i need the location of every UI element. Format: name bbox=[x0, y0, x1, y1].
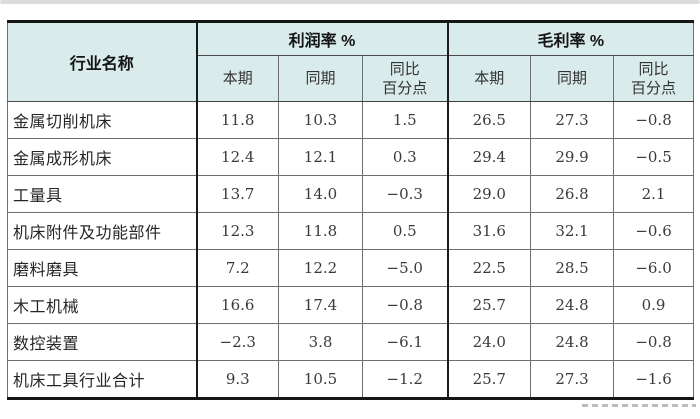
group-header-profit-rate: 利润率 % bbox=[195, 21, 449, 56]
cell-value: 27.3 bbox=[530, 101, 615, 139]
subheader-same-period-profit: 同期 bbox=[278, 55, 363, 102]
table-row: 数控装置 −2.3 3.8 −6.1 24.0 24.8 −0.8 bbox=[7, 323, 695, 361]
cell-value: 7.2 bbox=[196, 249, 279, 287]
cell-value: −0.6 bbox=[613, 212, 695, 250]
row-label: 工量具 bbox=[7, 175, 198, 213]
subheader-current-period-profit: 本期 bbox=[196, 55, 279, 102]
cell-value: 10.5 bbox=[278, 360, 363, 399]
cell-value: 11.8 bbox=[196, 101, 279, 139]
subheader-same-period-gross: 同期 bbox=[530, 55, 615, 102]
cell-value: 14.0 bbox=[278, 175, 363, 213]
cell-value: −0.8 bbox=[613, 101, 695, 139]
cell-value: −0.8 bbox=[361, 286, 449, 324]
row-label: 金属成形机床 bbox=[7, 138, 198, 176]
row-label: 机床附件及功能部件 bbox=[7, 212, 198, 250]
cell-value: 12.3 bbox=[196, 212, 279, 250]
cell-value: 13.7 bbox=[196, 175, 279, 213]
cell-value: 24.0 bbox=[447, 323, 532, 361]
cell-value: 0.3 bbox=[361, 138, 449, 176]
cell-value: −6.1 bbox=[361, 323, 449, 361]
cell-value: 29.4 bbox=[447, 138, 532, 176]
cell-value: 9.3 bbox=[196, 360, 279, 399]
cell-value: −1.6 bbox=[613, 360, 695, 399]
cell-value: −1.2 bbox=[361, 360, 449, 399]
cell-value: −2.3 bbox=[196, 323, 279, 361]
cell-value: 16.6 bbox=[196, 286, 279, 324]
cell-value: 1.5 bbox=[361, 101, 449, 139]
corner-header-industry-name: 行业名称 bbox=[7, 21, 198, 102]
cell-value: 26.8 bbox=[530, 175, 615, 213]
cell-value: −0.8 bbox=[613, 323, 695, 361]
cell-value: 29.9 bbox=[530, 138, 615, 176]
cell-value: −0.3 bbox=[361, 175, 449, 213]
cell-value: 25.7 bbox=[447, 286, 532, 324]
cell-value: −5.0 bbox=[361, 249, 449, 287]
cell-value: −6.0 bbox=[613, 249, 695, 287]
row-label: 数控装置 bbox=[7, 323, 198, 361]
table-row: 磨料磨具 7.2 12.2 −5.0 22.5 28.5 −6.0 bbox=[7, 249, 695, 287]
cell-value: 11.8 bbox=[278, 212, 363, 250]
cell-value: 17.4 bbox=[278, 286, 363, 324]
row-label: 金属切削机床 bbox=[7, 101, 198, 139]
cell-value: 27.3 bbox=[530, 360, 615, 399]
table-row: 工量具 13.7 14.0 −0.3 29.0 26.8 2.1 bbox=[7, 175, 695, 213]
watermark-dashes bbox=[582, 404, 696, 407]
header-row-periods: 本期 同期 同比 百分点 本期 同期 同比 百分点 bbox=[8, 55, 695, 102]
subheader-yoy-points-gross: 同比 百分点 bbox=[613, 55, 695, 102]
cell-value: 31.6 bbox=[447, 212, 532, 250]
subheader-yoy-points-profit: 同比 百分点 bbox=[361, 55, 449, 102]
cell-value: 3.8 bbox=[278, 323, 363, 361]
cell-value: 25.7 bbox=[447, 360, 532, 399]
group-header-gross-margin: 毛利率 % bbox=[447, 21, 695, 56]
cell-value: 12.1 bbox=[278, 138, 363, 176]
cell-value: 22.5 bbox=[447, 249, 532, 287]
cell-value: 29.0 bbox=[447, 175, 532, 213]
cell-value: 12.4 bbox=[196, 138, 279, 176]
row-label: 木工机械 bbox=[7, 286, 198, 324]
cell-value: −0.5 bbox=[613, 138, 695, 176]
industry-profit-table-container: 行业名称 利润率 % 毛利率 % 本期 同期 同比 百分点 本期 同期 同比 百… bbox=[7, 20, 695, 400]
cell-value: 2.1 bbox=[613, 175, 695, 213]
cell-value: 0.9 bbox=[613, 286, 695, 324]
table-row: 金属成形机床 12.4 12.1 0.3 29.4 29.9 −0.5 bbox=[7, 138, 695, 176]
row-label: 磨料磨具 bbox=[7, 249, 198, 287]
header-row-groups: 行业名称 利润率 % 毛利率 % bbox=[7, 21, 695, 102]
cell-value: 24.8 bbox=[530, 323, 615, 361]
top-divider-bar bbox=[0, 0, 700, 4]
table-row: 木工机械 16.6 17.4 −0.8 25.7 24.8 0.9 bbox=[7, 286, 695, 324]
cell-value: 24.8 bbox=[530, 286, 615, 324]
cell-value: 12.2 bbox=[278, 249, 363, 287]
table-row: 机床工具行业合计 9.3 10.5 −1.2 25.7 27.3 −1.6 bbox=[7, 360, 695, 399]
table-row: 金属切削机床 11.8 10.3 1.5 26.5 27.3 −0.8 bbox=[7, 101, 695, 139]
subheader-current-period-gross: 本期 bbox=[447, 55, 532, 102]
industry-profit-table: 行业名称 利润率 % 毛利率 % 本期 同期 同比 百分点 本期 同期 同比 百… bbox=[7, 20, 695, 400]
cell-value: 0.5 bbox=[361, 212, 449, 250]
cell-value: 10.3 bbox=[278, 101, 363, 139]
cell-value: 32.1 bbox=[530, 212, 615, 250]
table-row: 机床附件及功能部件 12.3 11.8 0.5 31.6 32.1 −0.6 bbox=[7, 212, 695, 250]
cell-value: 28.5 bbox=[530, 249, 615, 287]
cell-value: 26.5 bbox=[447, 101, 532, 139]
row-label: 机床工具行业合计 bbox=[7, 360, 198, 399]
